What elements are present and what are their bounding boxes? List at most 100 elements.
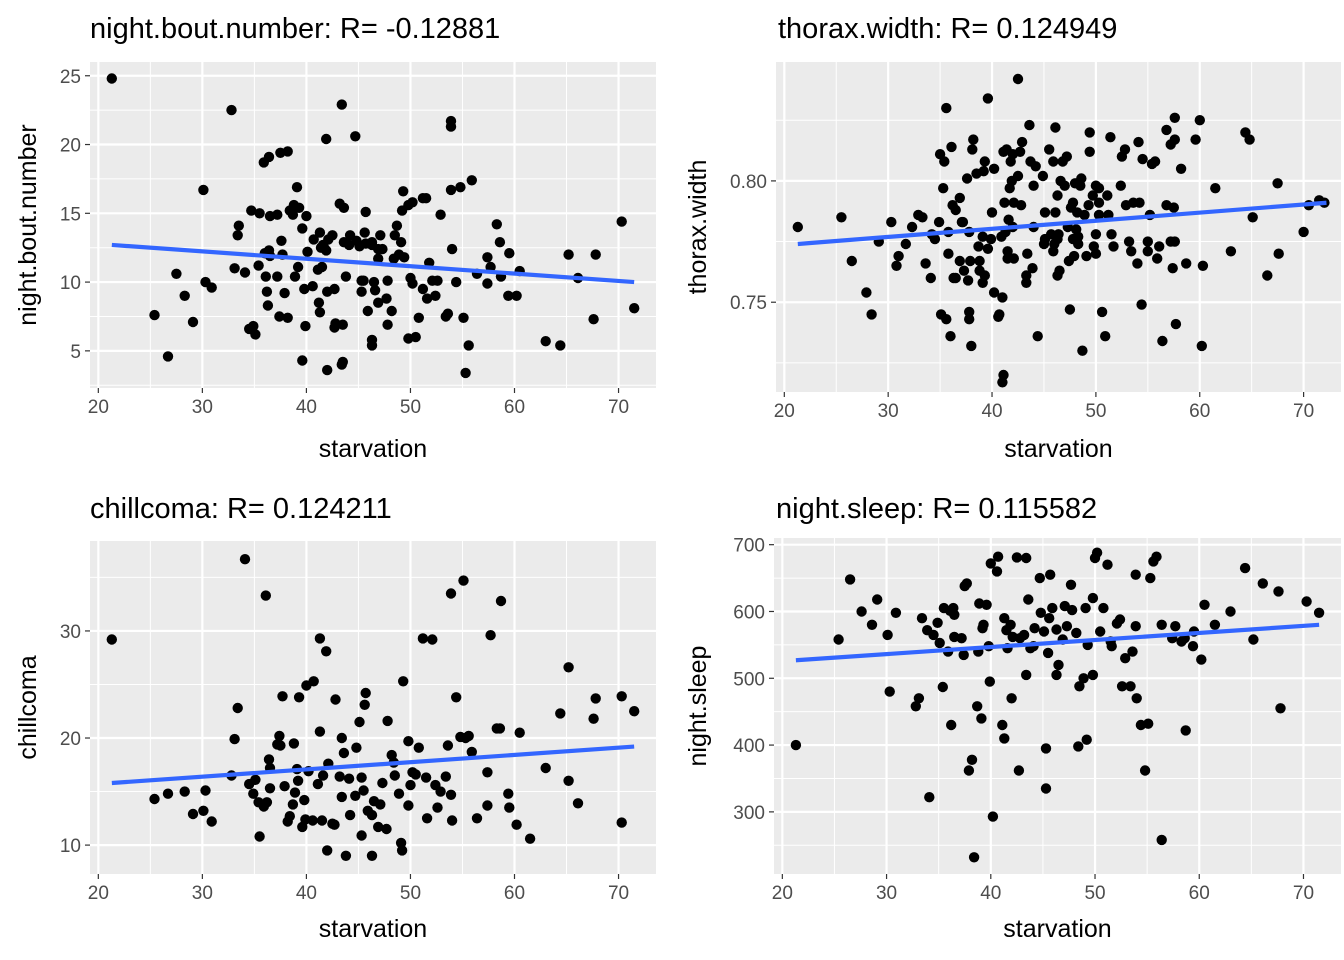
data-point	[272, 209, 283, 220]
data-point	[1074, 681, 1085, 692]
data-point	[1061, 151, 1073, 162]
data-point	[588, 314, 599, 325]
data-point	[1024, 119, 1035, 131]
data-point	[391, 220, 403, 231]
data-point	[366, 334, 378, 346]
data-point	[965, 255, 976, 267]
y-tick-label: 25	[60, 67, 81, 88]
data-point	[1087, 669, 1099, 681]
data-point	[389, 230, 400, 241]
data-point	[956, 633, 967, 644]
data-point	[514, 727, 525, 738]
data-point	[232, 230, 243, 241]
data-point	[314, 726, 326, 737]
data-point	[1040, 743, 1052, 754]
data-point	[916, 613, 928, 624]
data-point	[1008, 253, 1019, 264]
data-point	[1054, 265, 1065, 276]
data-point	[511, 290, 522, 301]
data-point	[946, 719, 957, 731]
data-point	[198, 805, 209, 816]
data-point	[982, 93, 994, 104]
data-point	[312, 778, 324, 790]
data-point	[1154, 241, 1165, 252]
data-point	[368, 276, 380, 288]
data-point	[1066, 604, 1078, 616]
data-point	[968, 134, 979, 145]
data-point	[337, 319, 348, 330]
y-tick-label: 600	[733, 602, 765, 623]
regression-line	[797, 200, 1327, 247]
data-point	[1167, 263, 1178, 274]
data-point	[482, 800, 493, 811]
data-point	[1137, 153, 1148, 165]
data-point	[254, 208, 265, 219]
data-point	[451, 276, 462, 288]
panel-4: 20 30 40 50 60 70 300 400 500 600 700 night.sleep: …	[684, 493, 1341, 943]
data-point	[373, 253, 384, 264]
data-point	[1080, 602, 1091, 614]
data-point	[297, 223, 308, 234]
data-point	[938, 183, 949, 194]
data-point	[279, 287, 290, 299]
data-point	[986, 207, 998, 218]
y-tick-label: 15	[60, 204, 81, 225]
data-point	[977, 231, 988, 242]
data-point	[338, 202, 350, 213]
data-point	[1169, 134, 1181, 145]
data-point	[410, 331, 421, 343]
data-point	[982, 243, 994, 254]
data-point	[997, 719, 1008, 731]
x-tick-label: 60	[1189, 883, 1210, 904]
data-point	[1114, 614, 1126, 625]
data-point	[1079, 209, 1090, 221]
data-point	[381, 293, 392, 304]
data-point	[233, 220, 244, 231]
x-tick-label: 30	[192, 397, 213, 418]
data-point	[1196, 654, 1207, 665]
data-point	[966, 754, 978, 765]
data-point	[1050, 122, 1061, 133]
data-point	[1084, 127, 1095, 138]
data-point	[336, 732, 347, 744]
panel-1: 20 30 40 50 60 70 5 10 15 20 25 night.bout.number: …	[14, 13, 656, 463]
data-point	[1073, 741, 1084, 752]
data-point	[463, 340, 474, 351]
data-point	[1020, 552, 1032, 564]
regression-line	[795, 622, 1320, 663]
data-point	[1142, 236, 1154, 247]
y-axis-title: chillcoma	[14, 655, 42, 759]
data-point	[375, 230, 386, 241]
y-axis-title: night.bout.number	[14, 124, 42, 326]
data-point	[1273, 248, 1284, 259]
y-tick-label: 700	[733, 536, 765, 557]
plot-background	[776, 62, 1341, 392]
y-axis-title: thorax.width	[684, 160, 712, 295]
data-point	[963, 765, 975, 776]
data-point	[1023, 594, 1034, 605]
data-point	[1168, 202, 1180, 213]
data-point	[458, 575, 469, 586]
data-point	[563, 662, 574, 673]
data-point	[503, 788, 514, 799]
data-point	[206, 282, 217, 293]
data-point	[629, 303, 640, 314]
data-point	[1091, 547, 1103, 558]
regression-line	[111, 242, 635, 285]
x-tick-label: 20	[88, 397, 109, 418]
data-point	[1133, 136, 1144, 148]
data-point	[316, 815, 328, 826]
data-point	[494, 723, 506, 734]
data-point	[1143, 718, 1154, 729]
data-point	[336, 99, 347, 110]
data-point	[1093, 183, 1105, 194]
data-point	[293, 202, 305, 213]
data-point	[1244, 134, 1255, 145]
panel-2: 20 30 40 50 60 70 0.75 0.80 thorax.width: R= 0.1…	[684, 13, 1341, 463]
data-point	[407, 278, 418, 289]
data-point	[1078, 673, 1089, 684]
x-tick-label: 20	[88, 883, 109, 904]
data-point	[961, 578, 972, 589]
data-point	[377, 777, 388, 789]
data-point	[991, 566, 1003, 577]
